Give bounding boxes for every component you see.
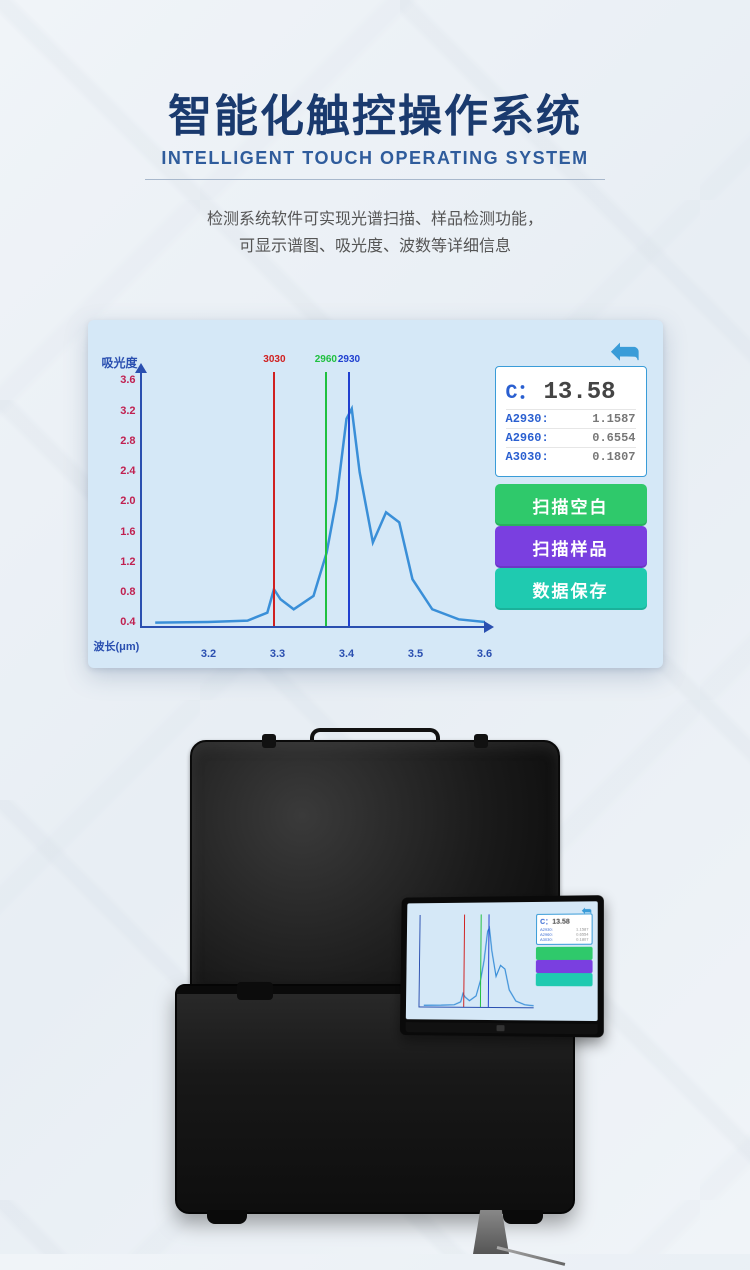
x-axis-label: 波长(μm): [94, 638, 140, 654]
marker-label: 2930: [338, 354, 360, 365]
desc-line-1: 检测系统软件可实现光谱扫描、样品检测功能，: [0, 206, 750, 233]
action-button[interactable]: 扫描样品: [495, 526, 647, 568]
tablet-stand: [433, 1210, 553, 1270]
y-tick: 2.4: [112, 465, 136, 477]
y-tick: 3.6: [112, 374, 136, 386]
marker-line: 3030: [273, 372, 275, 626]
readout-main-label: C：: [506, 375, 538, 405]
desc-line-2: 可显示谱图、吸光度、波数等详细信息: [0, 233, 750, 260]
y-tick: 1.2: [112, 556, 136, 568]
tablet-chart: [418, 914, 534, 1008]
case-handle: [310, 728, 440, 742]
back-icon[interactable]: ➦: [610, 330, 640, 372]
case-latch: [237, 982, 273, 1000]
readout-main: C： 13.58: [506, 375, 636, 409]
marker-label: 3030: [263, 354, 285, 365]
readout-box: C： 13.58 A2930:1.1587A2960:0.6554A3030:0…: [495, 366, 647, 477]
marker-line: 2960: [325, 372, 327, 626]
tablet-panel: C：13.58 A2930:1.1587A2960:0.6554A3030:0.…: [536, 913, 593, 1016]
spectrum-curve: [142, 372, 485, 626]
x-tick: 3.5: [408, 648, 423, 660]
tablet-readout-row: A3030:0.1807: [540, 937, 589, 942]
marker-line: 2930: [348, 372, 350, 626]
tablet-action-button[interactable]: [536, 973, 593, 986]
y-tick: 2.0: [112, 495, 136, 507]
tablet-action-button[interactable]: [536, 960, 593, 973]
readout-main-value: 13.58: [544, 379, 616, 406]
y-tick: 1.6: [112, 526, 136, 538]
title-en: INTELLIGENT TOUCH OPERATING SYSTEM: [145, 148, 605, 180]
tablet-back-icon[interactable]: ➦: [581, 903, 591, 917]
y-tick: 2.8: [112, 435, 136, 447]
tablet-readout: C：13.58 A2930:1.1587A2960:0.6554A3030:0.…: [536, 913, 593, 945]
action-button[interactable]: 数据保存: [495, 568, 647, 610]
tablet-action-button[interactable]: [536, 947, 593, 960]
readout-row: A2930:1.1587: [506, 409, 636, 428]
tablet-screen: ➦ C：13.58 A2930:1.1587A2960:0.6554A3030:…: [406, 901, 598, 1021]
readout-row: A3030:0.1807: [506, 447, 636, 466]
tablet-bezel: [406, 1022, 598, 1034]
header: 智能化触控操作系统 INTELLIGENT TOUCH OPERATING SY…: [0, 0, 750, 260]
title-cn: 智能化触控操作系统: [0, 80, 750, 144]
case-foot: [207, 1210, 247, 1224]
tablet-curve: [419, 914, 534, 1007]
touchscreen-ui: ➦ 吸光度 波长(μm) 0.4 0.8 1.2 1.6 2.0 2.4 2.8 3.2 3.6…: [88, 320, 663, 668]
plot-area: 3030 2960 2930: [140, 372, 485, 628]
readout-row: A2960:0.6554: [506, 428, 636, 447]
y-tick: 0.8: [112, 586, 136, 598]
x-tick: 3.2: [201, 648, 216, 660]
device-illustration: ➦ C：13.58 A2930:1.1587A2960:0.6554A3030:…: [160, 740, 590, 1214]
action-button[interactable]: 扫描空白: [495, 484, 647, 526]
control-panel: C： 13.58 A2930:1.1587A2960:0.6554A3030:0…: [495, 366, 647, 654]
x-tick: 3.3: [270, 648, 285, 660]
spectrum-chart: 吸光度 波长(μm) 0.4 0.8 1.2 1.6 2.0 2.4 2.8 3.2 3.6 3…: [94, 338, 495, 654]
tablet-device: ➦ C：13.58 A2930:1.1587A2960:0.6554A3030:…: [400, 895, 604, 1037]
description: 检测系统软件可实现光谱扫描、样品检测功能， 可显示谱图、吸光度、波数等详细信息: [0, 206, 750, 260]
x-tick: 3.4: [339, 648, 354, 660]
case-body: ➦ C：13.58 A2930:1.1587A2960:0.6554A3030:…: [175, 984, 575, 1214]
y-tick: 0.4: [112, 616, 136, 628]
y-tick: 3.2: [112, 405, 136, 417]
y-axis-ticks: 0.4 0.8 1.2 1.6 2.0 2.4 2.8 3.2 3.6: [112, 374, 136, 628]
marker-label: 2960: [315, 354, 337, 365]
y-axis-label: 吸光度: [102, 354, 138, 371]
x-tick: 3.6: [477, 648, 492, 660]
